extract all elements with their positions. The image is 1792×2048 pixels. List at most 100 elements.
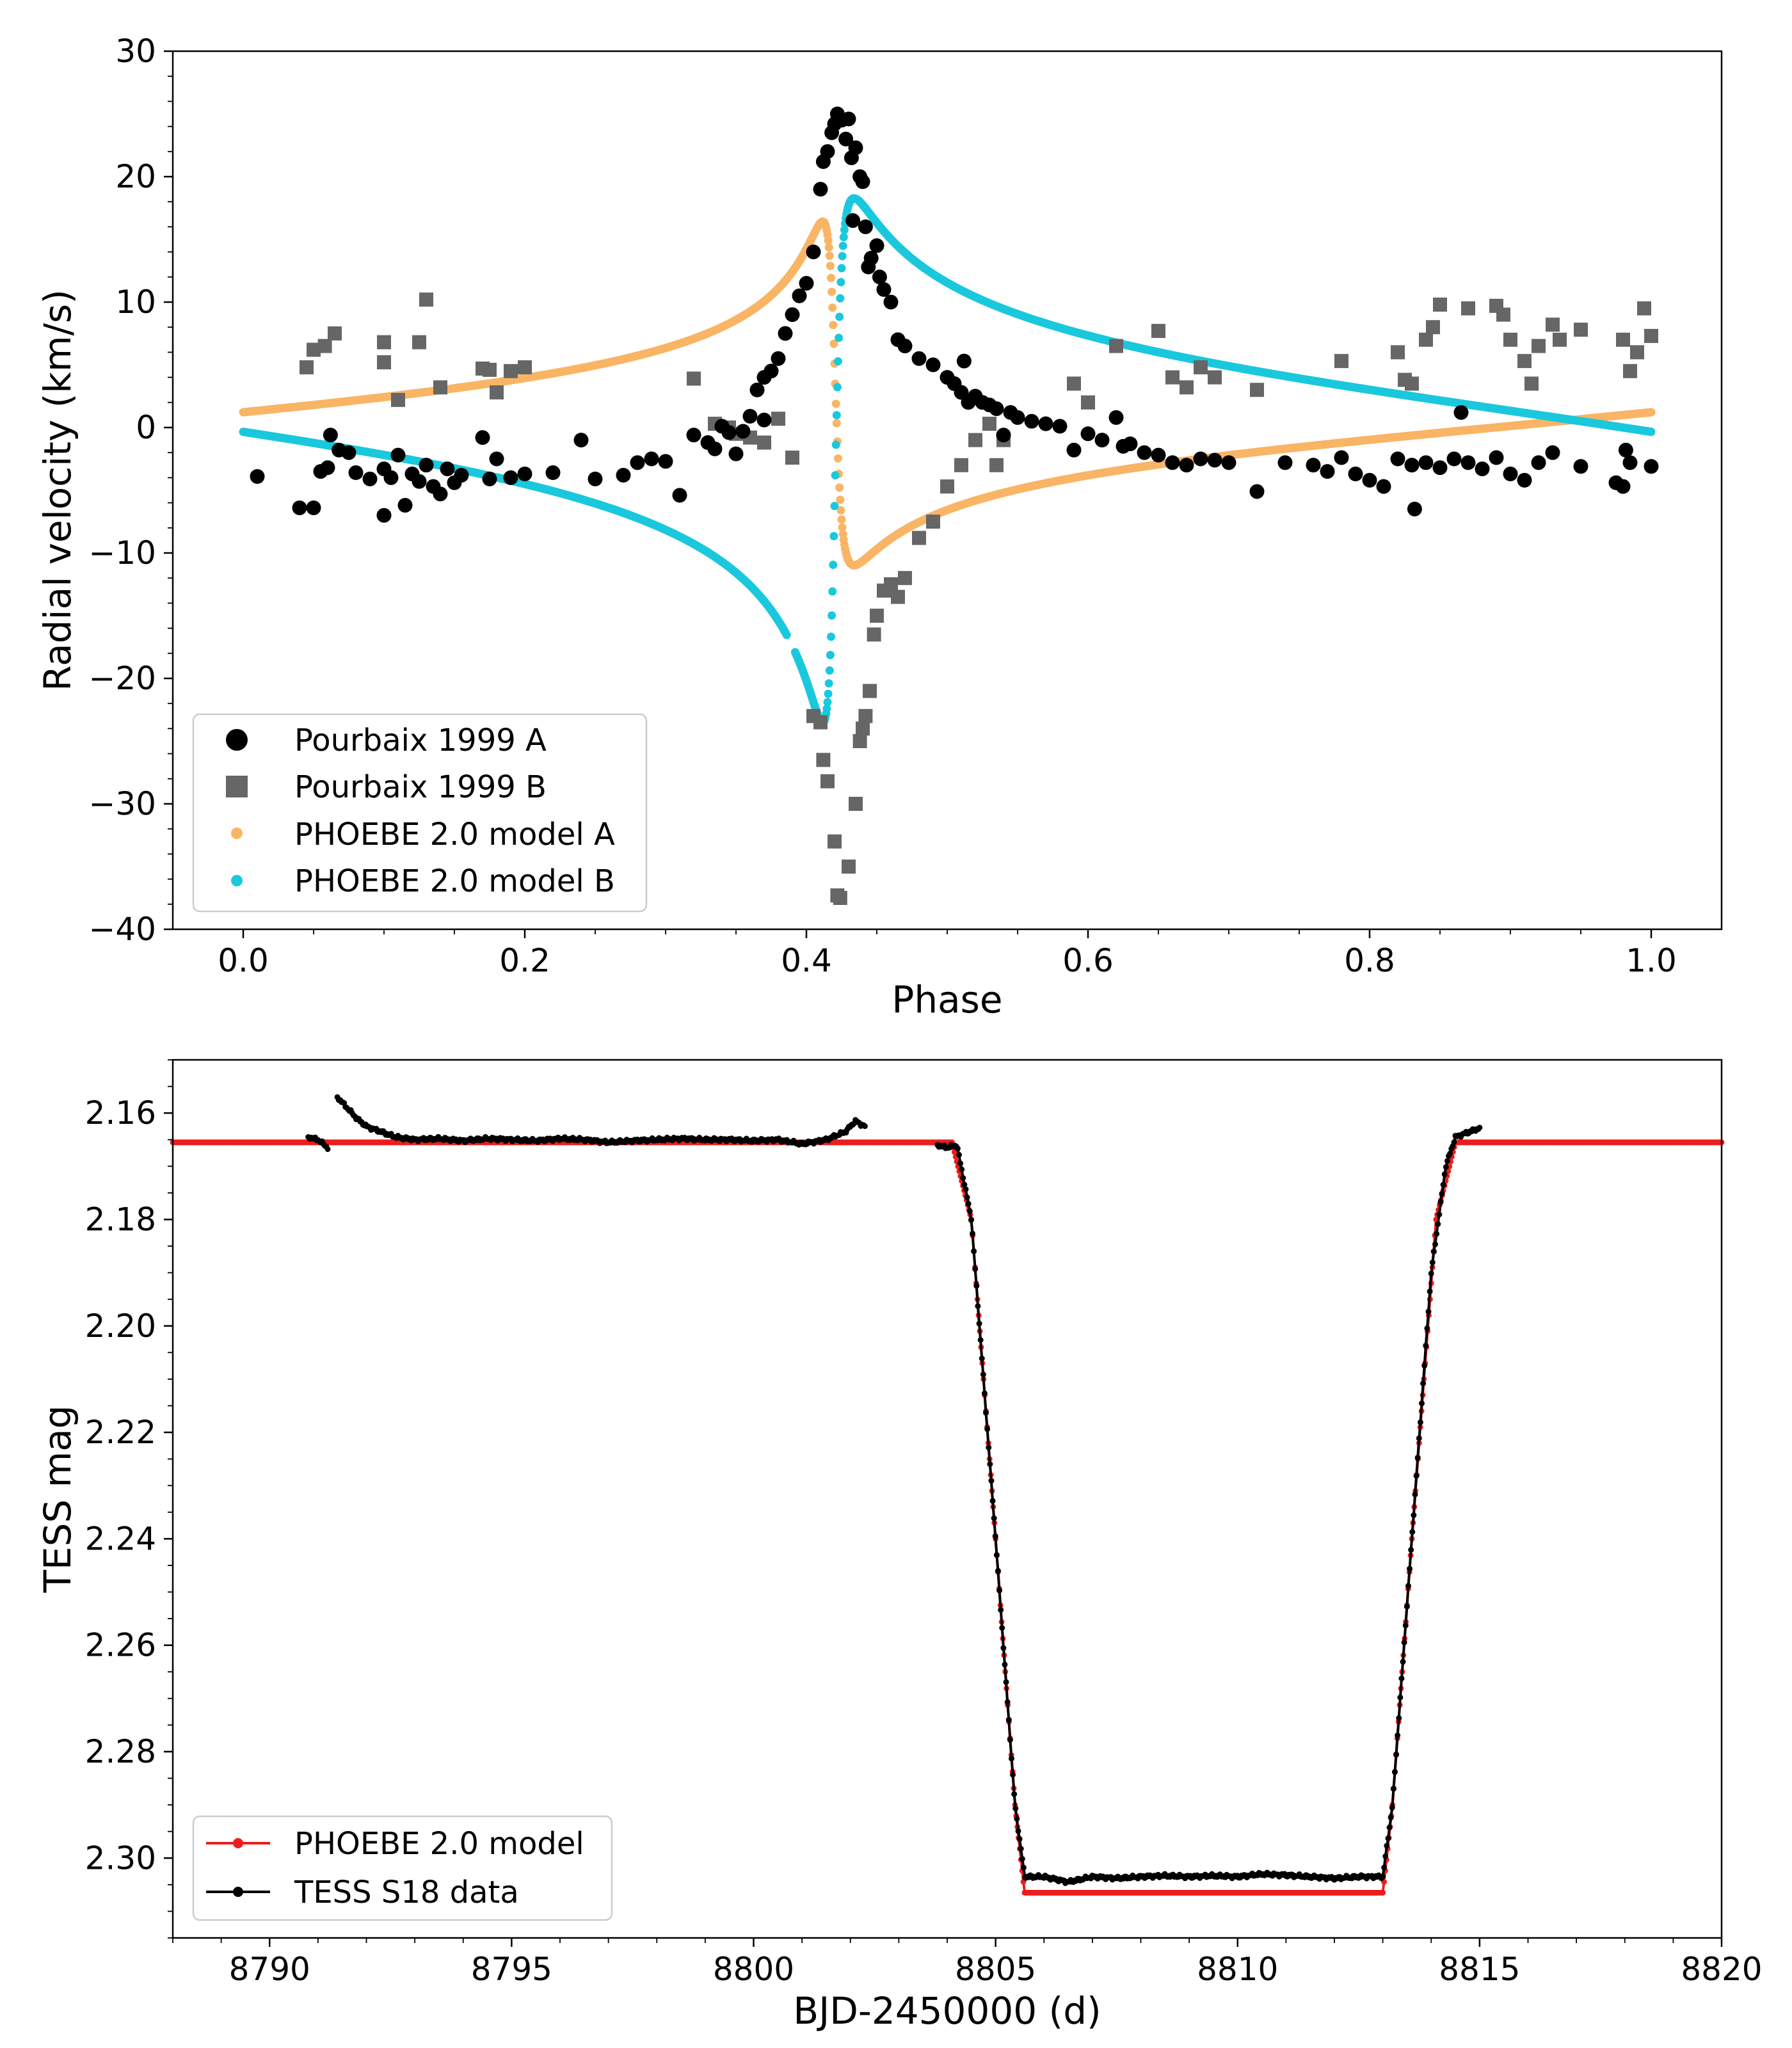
pourbaix-1999-a-point: [1407, 501, 1422, 516]
pourbaix-1999-a-point: [911, 351, 927, 366]
pourbaix-1999-a-point: [306, 500, 321, 515]
pourbaix-1999-b-point: [785, 451, 799, 465]
x-tick-label: 0.4: [781, 942, 832, 979]
pourbaix-1999-a-point: [454, 467, 469, 483]
pourbaix-1999-b-point: [300, 360, 314, 374]
pourbaix-1999-a-point: [1108, 410, 1124, 425]
pourbaix-1999-a-point: [503, 470, 518, 485]
pourbaix-1999-a-point: [545, 465, 561, 481]
pourbaix-1999-a-point: [1094, 433, 1110, 448]
pourbaix-1999-a-point: [707, 441, 723, 456]
y-tick-label: −30: [88, 785, 156, 822]
legend-label-pourbaix-b: Pourbaix 1999 B: [294, 769, 547, 805]
phoebe-2-0-model-b-point: [831, 440, 840, 449]
phoebe-2-0-model-a-point: [836, 495, 845, 504]
pourbaix-1999-b-point: [1461, 301, 1475, 316]
phoebe-2-0-model-a-point: [831, 399, 840, 408]
pourbaix-1999-b-point: [1194, 360, 1208, 374]
pourbaix-1999-a-point: [1193, 451, 1208, 467]
pourbaix-1999-b-point: [1503, 332, 1517, 347]
pourbaix-1999-a-point: [292, 500, 307, 515]
phoebe-2-0-model-b-point: [832, 411, 841, 420]
pourbaix-1999-a-point: [1151, 447, 1166, 463]
lc-plot-area: [170, 1094, 1725, 1896]
pourbaix-1999-b-point: [870, 609, 884, 623]
pourbaix-1999-a-point: [475, 430, 490, 445]
pourbaix-1999-b-point: [518, 360, 532, 374]
pourbaix-1999-b-point: [1496, 307, 1510, 322]
pourbaix-1999-b-point: [852, 734, 867, 748]
pourbaix-1999-a-point: [1348, 467, 1363, 482]
pourbaix-1999-a-point: [845, 213, 861, 228]
pourbaix-1999-a-point: [771, 351, 786, 366]
phoebe-2-0-model-b-point: [839, 233, 848, 242]
pourbaix-1999-a-point: [792, 288, 807, 303]
pourbaix-1999-a-point: [362, 471, 378, 486]
pourbaix-1999-a-point: [778, 326, 793, 341]
pourbaix-1999-a-point: [1517, 472, 1532, 488]
pourbaix-1999-a-point: [855, 174, 870, 189]
pourbaix-1999-a-point: [320, 460, 335, 476]
legend-marker-model-a: [231, 828, 243, 839]
pourbaix-1999-a-point: [756, 412, 772, 428]
pourbaix-1999-b-point: [828, 834, 842, 849]
pourbaix-1999-b-point: [833, 891, 847, 905]
pourbaix-1999-b-point: [820, 774, 835, 788]
pourbaix-1999-a-point: [588, 471, 603, 486]
pourbaix-1999-a-point: [1024, 413, 1039, 429]
pourbaix-1999-b-point: [858, 708, 873, 723]
pourbaix-1999-b-point: [1109, 339, 1123, 353]
pourbaix-1999-a-point: [872, 269, 887, 285]
pourbaix-1999-a-point: [1432, 460, 1448, 476]
pourbaix-1999-a-point: [250, 468, 265, 484]
rv-x-axis-label: Phase: [892, 978, 1002, 1021]
pourbaix-1999-a-point: [996, 428, 1011, 443]
pourbaix-1999-a-point: [1475, 461, 1490, 477]
x-tick-label: 1.0: [1626, 942, 1677, 979]
phoebe-2-0-model-a-point: [824, 236, 833, 245]
pourbaix-1999-a-point: [1573, 459, 1588, 474]
phoebe-2-0-model-a-point: [834, 454, 842, 463]
pourbaix-1999-b-point: [982, 417, 996, 431]
pourbaix-1999-a-point: [1123, 436, 1138, 451]
pourbaix-1999-a-point: [1207, 452, 1222, 468]
phoebe-2-0-model-a-point: [832, 419, 841, 428]
pourbaix-1999-b-point: [433, 380, 447, 395]
x-tick-label: 0.6: [1062, 942, 1114, 979]
phoebe-2-0-model-b-point: [838, 241, 847, 250]
pourbaix-1999-a-point: [728, 446, 744, 461]
pourbaix-1999-a-point: [956, 353, 972, 369]
pourbaix-1999-b-point: [490, 385, 504, 400]
phoebe-2-0-model-a-point: [827, 273, 835, 282]
pourbaix-1999-a-point: [1376, 479, 1391, 494]
pourbaix-1999-a-point: [489, 451, 504, 467]
pourbaix-1999-a-point: [764, 364, 779, 379]
pourbaix-1999-b-point: [1546, 317, 1560, 332]
pourbaix-1999-a-point: [686, 428, 701, 443]
phoebe-2-0-model-b-point: [835, 333, 844, 342]
phoebe-2-0-model-a-point: [824, 243, 833, 252]
pourbaix-1999-a-point: [858, 219, 873, 234]
pourbaix-1999-b-point: [1630, 345, 1644, 360]
pourbaix-1999-a-point: [1418, 455, 1434, 470]
phoebe-2-0-model-b-point: [1647, 428, 1656, 436]
pourbaix-1999-b-point: [884, 577, 898, 591]
phoebe-2-0-model-series: [170, 1139, 1725, 1896]
pourbaix-1999-b-point: [926, 515, 940, 529]
pourbaix-1999-a-point: [1446, 451, 1462, 467]
pourbaix-1999-b-point: [1532, 339, 1546, 353]
pourbaix-1999-a-point: [1390, 451, 1405, 467]
phoebe-2-0-model-a-point: [829, 321, 838, 330]
phoebe-2-0-model-b-point: [824, 689, 833, 698]
pourbaix-1999-a-point: [433, 486, 448, 502]
y-tick-label: 20: [115, 158, 156, 195]
pourbaix-1999-b-point: [1334, 354, 1348, 369]
pourbaix-1999-a-point: [749, 382, 765, 397]
pourbaix-1999-a-point: [419, 458, 434, 473]
pourbaix-1999-b-point: [504, 364, 518, 378]
pourbaix-1999-b-point: [863, 684, 877, 698]
pourbaix-1999-a-point: [412, 474, 427, 489]
phoebe-2-0-model-a-point: [828, 287, 836, 296]
pourbaix-1999-a-point: [848, 140, 863, 156]
phoebe-2-0-model-b-point: [829, 532, 838, 541]
